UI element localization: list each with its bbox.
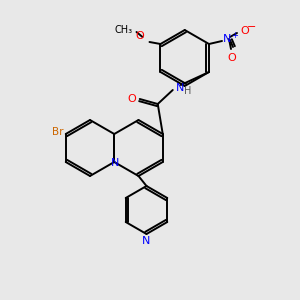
Text: Br: Br	[52, 127, 64, 137]
Text: H: H	[184, 86, 191, 96]
Text: +: +	[231, 31, 238, 40]
Text: O: O	[136, 31, 145, 41]
Text: N: N	[111, 158, 119, 168]
Text: N: N	[142, 236, 151, 246]
Text: −: −	[247, 22, 256, 32]
Text: O: O	[240, 26, 249, 36]
Text: CH₃: CH₃	[114, 25, 133, 35]
Text: N: N	[176, 83, 184, 93]
Text: O: O	[228, 53, 236, 63]
Text: O: O	[127, 94, 136, 104]
Text: N: N	[223, 34, 231, 44]
